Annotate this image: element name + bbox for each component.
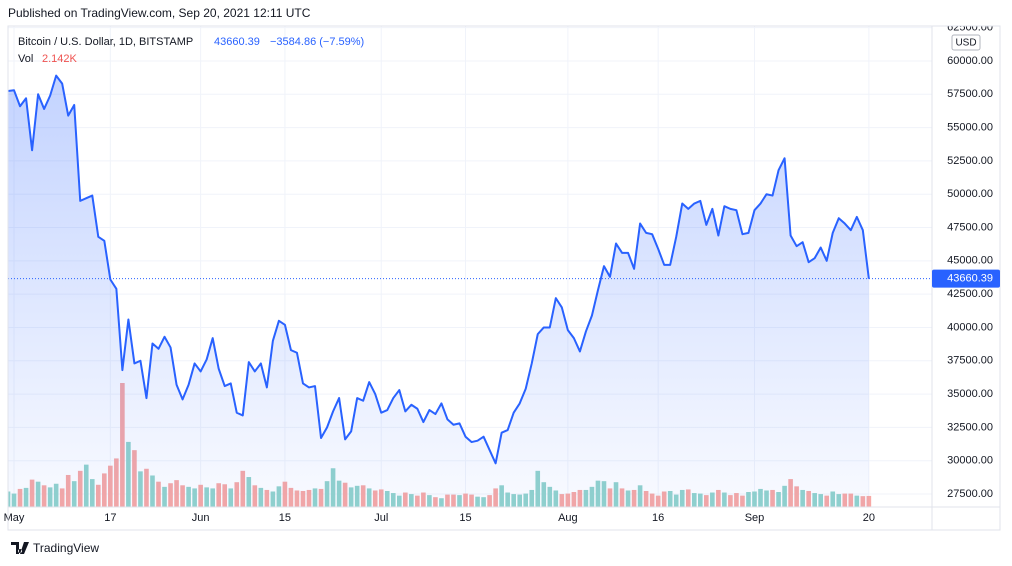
x-tick-label: 17 bbox=[104, 512, 116, 524]
y-tick-label: 45000.00 bbox=[947, 255, 993, 267]
y-tick-label: 42500.00 bbox=[947, 288, 993, 300]
y-tick-label: 32500.00 bbox=[947, 421, 993, 433]
last-price: 43660.39 bbox=[214, 36, 260, 48]
y-tick-label: 62500.00 bbox=[947, 22, 993, 34]
y-tick-label: 55000.00 bbox=[947, 122, 993, 134]
y-tick-label: 30000.00 bbox=[947, 455, 993, 467]
brand-logo bbox=[11, 542, 29, 554]
currency: USD bbox=[955, 38, 976, 49]
y-tick-label: 37500.00 bbox=[947, 355, 993, 367]
x-tick-label: 20 bbox=[863, 512, 875, 524]
x-tick-label: 16 bbox=[652, 512, 664, 524]
x-tick-label: Sep bbox=[745, 512, 765, 524]
x-tick-label: May bbox=[4, 512, 25, 524]
x-tick-label: 15 bbox=[459, 512, 471, 524]
price-line bbox=[8, 74, 870, 465]
x-tick-label: Aug bbox=[558, 512, 578, 524]
x-tick-label: Jul bbox=[374, 512, 388, 524]
price-change: −3584.86 (−7.59%) bbox=[270, 36, 364, 48]
volume-name: Vol bbox=[18, 53, 33, 65]
volume-last: 2.142K bbox=[42, 53, 78, 65]
last-price-box bbox=[932, 269, 1000, 288]
y-tick-label: 35000.00 bbox=[947, 388, 993, 400]
symbol-title: Bitcoin / U.S. Dollar, 1D, BITSTAMP bbox=[18, 36, 193, 48]
x-tick-label: Jun bbox=[192, 512, 210, 524]
y-tick-label: 40000.00 bbox=[947, 321, 993, 333]
published-note: Published on TradingView.com, Sep 20, 20… bbox=[8, 6, 311, 20]
brand: TradingView bbox=[33, 541, 99, 555]
x-tick-label: 15 bbox=[279, 512, 291, 524]
currency-box[interactable] bbox=[951, 34, 981, 51]
last-price-label: 43660.39 bbox=[947, 273, 993, 285]
y-tick-label: 52500.00 bbox=[947, 155, 993, 167]
y-tick-label: 27500.00 bbox=[947, 488, 993, 500]
y-tick-label: 50000.00 bbox=[947, 188, 993, 200]
y-tick-label: 60000.00 bbox=[947, 55, 993, 67]
price-area bbox=[8, 75, 869, 507]
y-tick-label: 57500.00 bbox=[947, 88, 993, 100]
y-tick-label: 47500.00 bbox=[947, 221, 993, 233]
